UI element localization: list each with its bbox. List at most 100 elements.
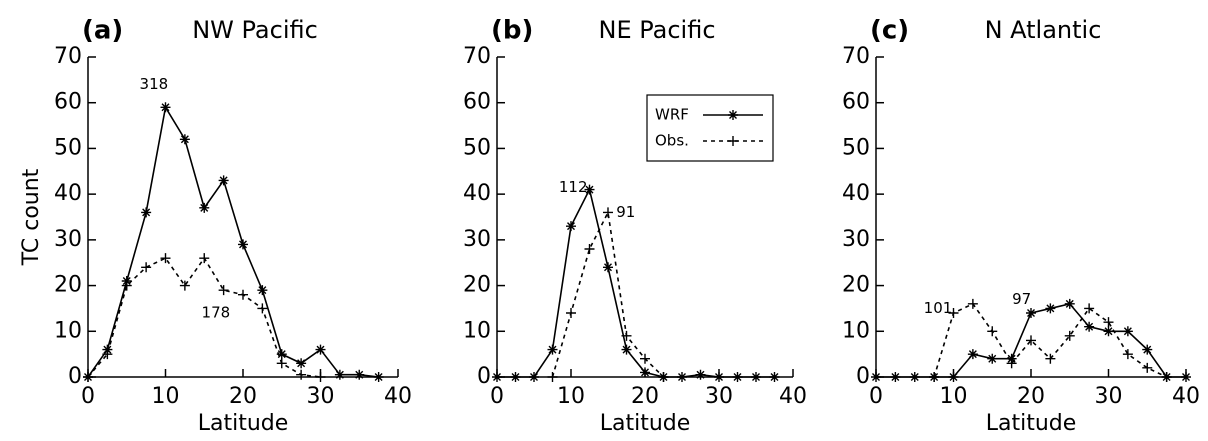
- x-tick-label: 0: [869, 384, 883, 409]
- point-marker: [1122, 326, 1133, 337]
- x-tick-label: 0: [490, 384, 504, 409]
- annotation: 178: [202, 304, 231, 322]
- point-marker: [1084, 321, 1095, 332]
- point-marker: [179, 134, 190, 145]
- point-marker: [160, 102, 171, 113]
- point-marker: [603, 262, 613, 273]
- point-marker: [354, 369, 365, 380]
- y-tick-label: 10: [842, 318, 870, 343]
- point-marker: [621, 344, 632, 355]
- x-tick-label: 10: [557, 384, 585, 409]
- point-marker: [257, 303, 268, 314]
- point-marker: [141, 262, 152, 273]
- y-tick-label: 0: [856, 364, 870, 389]
- y-tick-label: 20: [54, 273, 82, 298]
- panel: 0 10 20 30 40 50 60 70 0 10 20 30 40 (b) NE Pacific Lat…: [463, 16, 807, 437]
- panel: 0 10 20 30 40 50 60 70 0 10 20 30 40 (c) N Atlantic Lat…: [842, 16, 1200, 437]
- point-marker: [566, 308, 576, 318]
- point-marker: [529, 372, 539, 382]
- point-marker: [1103, 326, 1114, 337]
- point-marker: [238, 239, 248, 250]
- annotation: 97: [1012, 290, 1031, 308]
- legend-label: Obs.: [655, 132, 689, 150]
- point-marker: [276, 358, 287, 369]
- y-tick-label: 20: [463, 273, 491, 298]
- y-tick-label: 0: [477, 364, 491, 389]
- y-tick-label: 40: [54, 181, 82, 206]
- point-marker: [640, 353, 650, 364]
- y-tick-label: 30: [842, 227, 870, 252]
- y-tick-label: 50: [463, 135, 491, 160]
- point-marker: [199, 253, 210, 264]
- point-marker: [967, 298, 978, 309]
- y-tick-label: 70: [54, 44, 82, 69]
- point-marker: [547, 344, 558, 355]
- point-marker: [714, 372, 724, 382]
- x-axis-label: Latitude: [198, 411, 289, 436]
- point-marker: [890, 372, 901, 382]
- point-marker: [315, 344, 326, 355]
- point-marker: [199, 202, 210, 213]
- panel: 0 10 20 30 40 50 60 70 0 10 20 30 40 (a) NW Pacific Lat…: [19, 16, 412, 437]
- legend-box: [646, 94, 774, 162]
- point-marker: [1103, 317, 1114, 328]
- point-marker: [695, 369, 706, 380]
- x-axis-label: Latitude: [986, 411, 1077, 436]
- point-marker: [121, 280, 132, 291]
- point-marker: [102, 349, 113, 360]
- point-marker: [315, 372, 326, 382]
- point-marker: [566, 221, 576, 232]
- point-marker: [1026, 308, 1036, 318]
- point-marker: [909, 372, 920, 382]
- y-tick-label: 70: [842, 44, 870, 69]
- x-tick-label: 10: [152, 384, 180, 409]
- point-marker: [1006, 358, 1017, 369]
- panel-title: NW Pacific: [192, 16, 318, 44]
- legend-label: WRF: [655, 106, 689, 124]
- point-marker: [948, 372, 959, 382]
- point-marker: [929, 372, 940, 382]
- y-tick-label: 10: [54, 318, 82, 343]
- point-marker: [141, 207, 152, 218]
- point-marker: [373, 372, 384, 382]
- point-marker: [1161, 372, 1172, 382]
- point-marker: [584, 244, 595, 254]
- point-marker: [732, 372, 743, 382]
- y-tick-label: 0: [68, 364, 82, 389]
- point-marker: [1142, 344, 1153, 355]
- y-tick-label: 50: [842, 135, 870, 160]
- point-marker: [1064, 330, 1075, 341]
- x-tick-label: 40: [384, 384, 412, 409]
- x-tick-label: 30: [307, 384, 335, 409]
- y-tick-label: 30: [463, 227, 491, 252]
- point-marker: [603, 207, 613, 218]
- y-tick-label: 70: [463, 44, 491, 69]
- point-marker: [296, 369, 307, 380]
- panel-label: (c): [870, 16, 909, 46]
- x-tick-label: 30: [705, 384, 733, 409]
- legend-marker: [728, 136, 738, 146]
- series-line: [87, 105, 379, 378]
- y-tick-label: 50: [54, 135, 82, 160]
- point-marker: [257, 285, 268, 296]
- point-marker: [334, 369, 345, 380]
- point-marker: [218, 285, 229, 296]
- point-marker: [1122, 349, 1133, 360]
- point-marker: [179, 280, 190, 291]
- point-marker: [276, 349, 287, 360]
- x-tick-label: 40: [779, 384, 807, 409]
- point-marker: [1045, 353, 1056, 364]
- y-tick-label: 60: [54, 90, 82, 115]
- panel-title: NE Pacific: [598, 16, 715, 44]
- x-tick-label: 20: [229, 384, 257, 409]
- point-marker: [987, 326, 998, 337]
- point-marker: [584, 184, 595, 195]
- y-tick-label: 60: [463, 90, 491, 115]
- point-marker: [640, 367, 650, 378]
- x-tick-label: 20: [631, 384, 659, 409]
- series-line: [933, 302, 1167, 378]
- y-tick-label: 60: [842, 90, 870, 115]
- point-marker: [987, 353, 998, 364]
- point-marker: [1142, 362, 1153, 373]
